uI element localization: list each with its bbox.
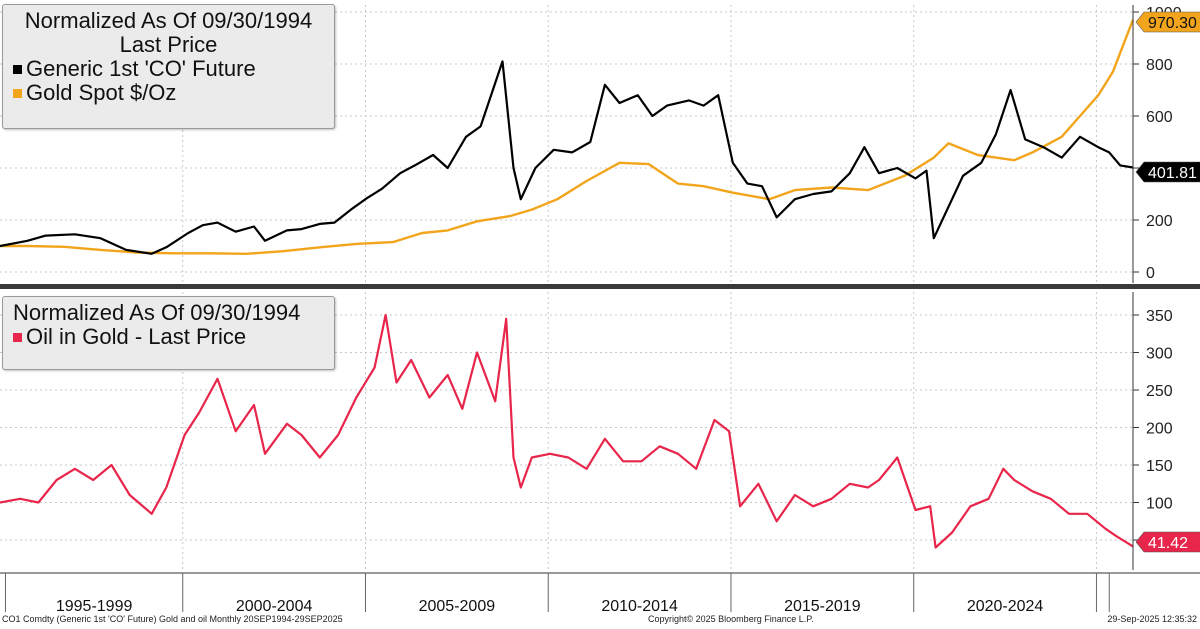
oil-series-line bbox=[0, 60, 1134, 255]
footer-source: CO1 Comdty (Generic 1st 'CO' Future) Gol… bbox=[2, 614, 343, 624]
bottom-legend-title: Normalized As Of 09/30/1994 bbox=[13, 300, 301, 325]
gold-last-value-text: 970.30 bbox=[1148, 15, 1197, 32]
oil-swatch-icon bbox=[13, 64, 22, 74]
bottom-y-tick-label: 150 bbox=[1146, 458, 1173, 475]
top-panel-series bbox=[0, 19, 1135, 256]
top-y-tick-label: 0 bbox=[1146, 265, 1155, 282]
top-y-tick-label: 200 bbox=[1146, 213, 1173, 230]
bottom-y-tick-label: 300 bbox=[1146, 346, 1173, 363]
top-y-tick-label: 600 bbox=[1146, 109, 1173, 126]
x-period-label: 2000-2004 bbox=[236, 598, 313, 615]
x-period-label: 2015-2019 bbox=[784, 598, 861, 615]
legend-label-ratio: Oil in Gold - Last Price bbox=[26, 324, 247, 349]
bottom-panel-grid bbox=[0, 292, 1133, 570]
x-period-label: 2020-2024 bbox=[967, 598, 1044, 615]
gold-last-value-box bbox=[1135, 11, 1200, 33]
footer-timestamp: 29-Sep-2025 12:35:32 bbox=[1107, 614, 1197, 624]
last-value-tags: 970.30 401.81 41.42 bbox=[1135, 11, 1200, 553]
gold-swatch-icon bbox=[13, 88, 22, 98]
bottom-legend: Normalized As Of 09/30/1994 Oil in Gold … bbox=[2, 296, 335, 370]
ratio-swatch-icon bbox=[13, 332, 22, 342]
oil-last-value-box bbox=[1135, 161, 1200, 183]
oil-last-value-text: 401.81 bbox=[1148, 165, 1197, 182]
gold-series-line bbox=[0, 19, 1135, 256]
legend-entry-ratio: Oil in Gold - Last Price bbox=[13, 325, 324, 349]
bottom-y-tick-label: 250 bbox=[1146, 383, 1173, 400]
legend-entry-oil: Generic 1st 'CO' Future bbox=[13, 57, 324, 81]
bottom-y-tick-label: 200 bbox=[1146, 421, 1173, 438]
legend-entry-gold: Gold Spot $/Oz bbox=[13, 81, 324, 105]
footer-copyright: Copyright© 2025 Bloomberg Finance L.P. bbox=[648, 614, 814, 624]
top-legend-title: Normalized As Of 09/30/1994 bbox=[24, 8, 313, 33]
top-legend: Normalized As Of 09/30/1994 Last Price G… bbox=[2, 4, 335, 129]
bottom-y-tick-label: 350 bbox=[1146, 308, 1173, 325]
bottom-panel-series bbox=[0, 313, 1134, 549]
x-period-label: 2005-2009 bbox=[419, 598, 496, 615]
x-period-label: 1995-1999 bbox=[56, 598, 133, 615]
top-panel-grid bbox=[0, 5, 1133, 283]
ratio-last-value-text: 41.42 bbox=[1148, 535, 1188, 552]
legend-label-gold: Gold Spot $/Oz bbox=[26, 80, 177, 105]
ratio-series-line bbox=[0, 313, 1134, 549]
ratio-last-value-box bbox=[1135, 531, 1200, 553]
x-period-label: 2010-2014 bbox=[601, 598, 678, 615]
panel-divider bbox=[0, 284, 1200, 289]
top-legend-subtitle: Last Price bbox=[119, 32, 218, 57]
top-y-tick-label: 800 bbox=[1146, 57, 1173, 74]
x-axis: 1995-1999 2000-2004 2005-2009 2010-2014 2015… bbox=[0, 572, 1200, 615]
bottom-panel-y-axis: 50100150200250300350 bbox=[1132, 292, 1173, 570]
legend-label-oil: Generic 1st 'CO' Future bbox=[26, 56, 256, 81]
bottom-y-tick-label: 100 bbox=[1146, 496, 1173, 513]
